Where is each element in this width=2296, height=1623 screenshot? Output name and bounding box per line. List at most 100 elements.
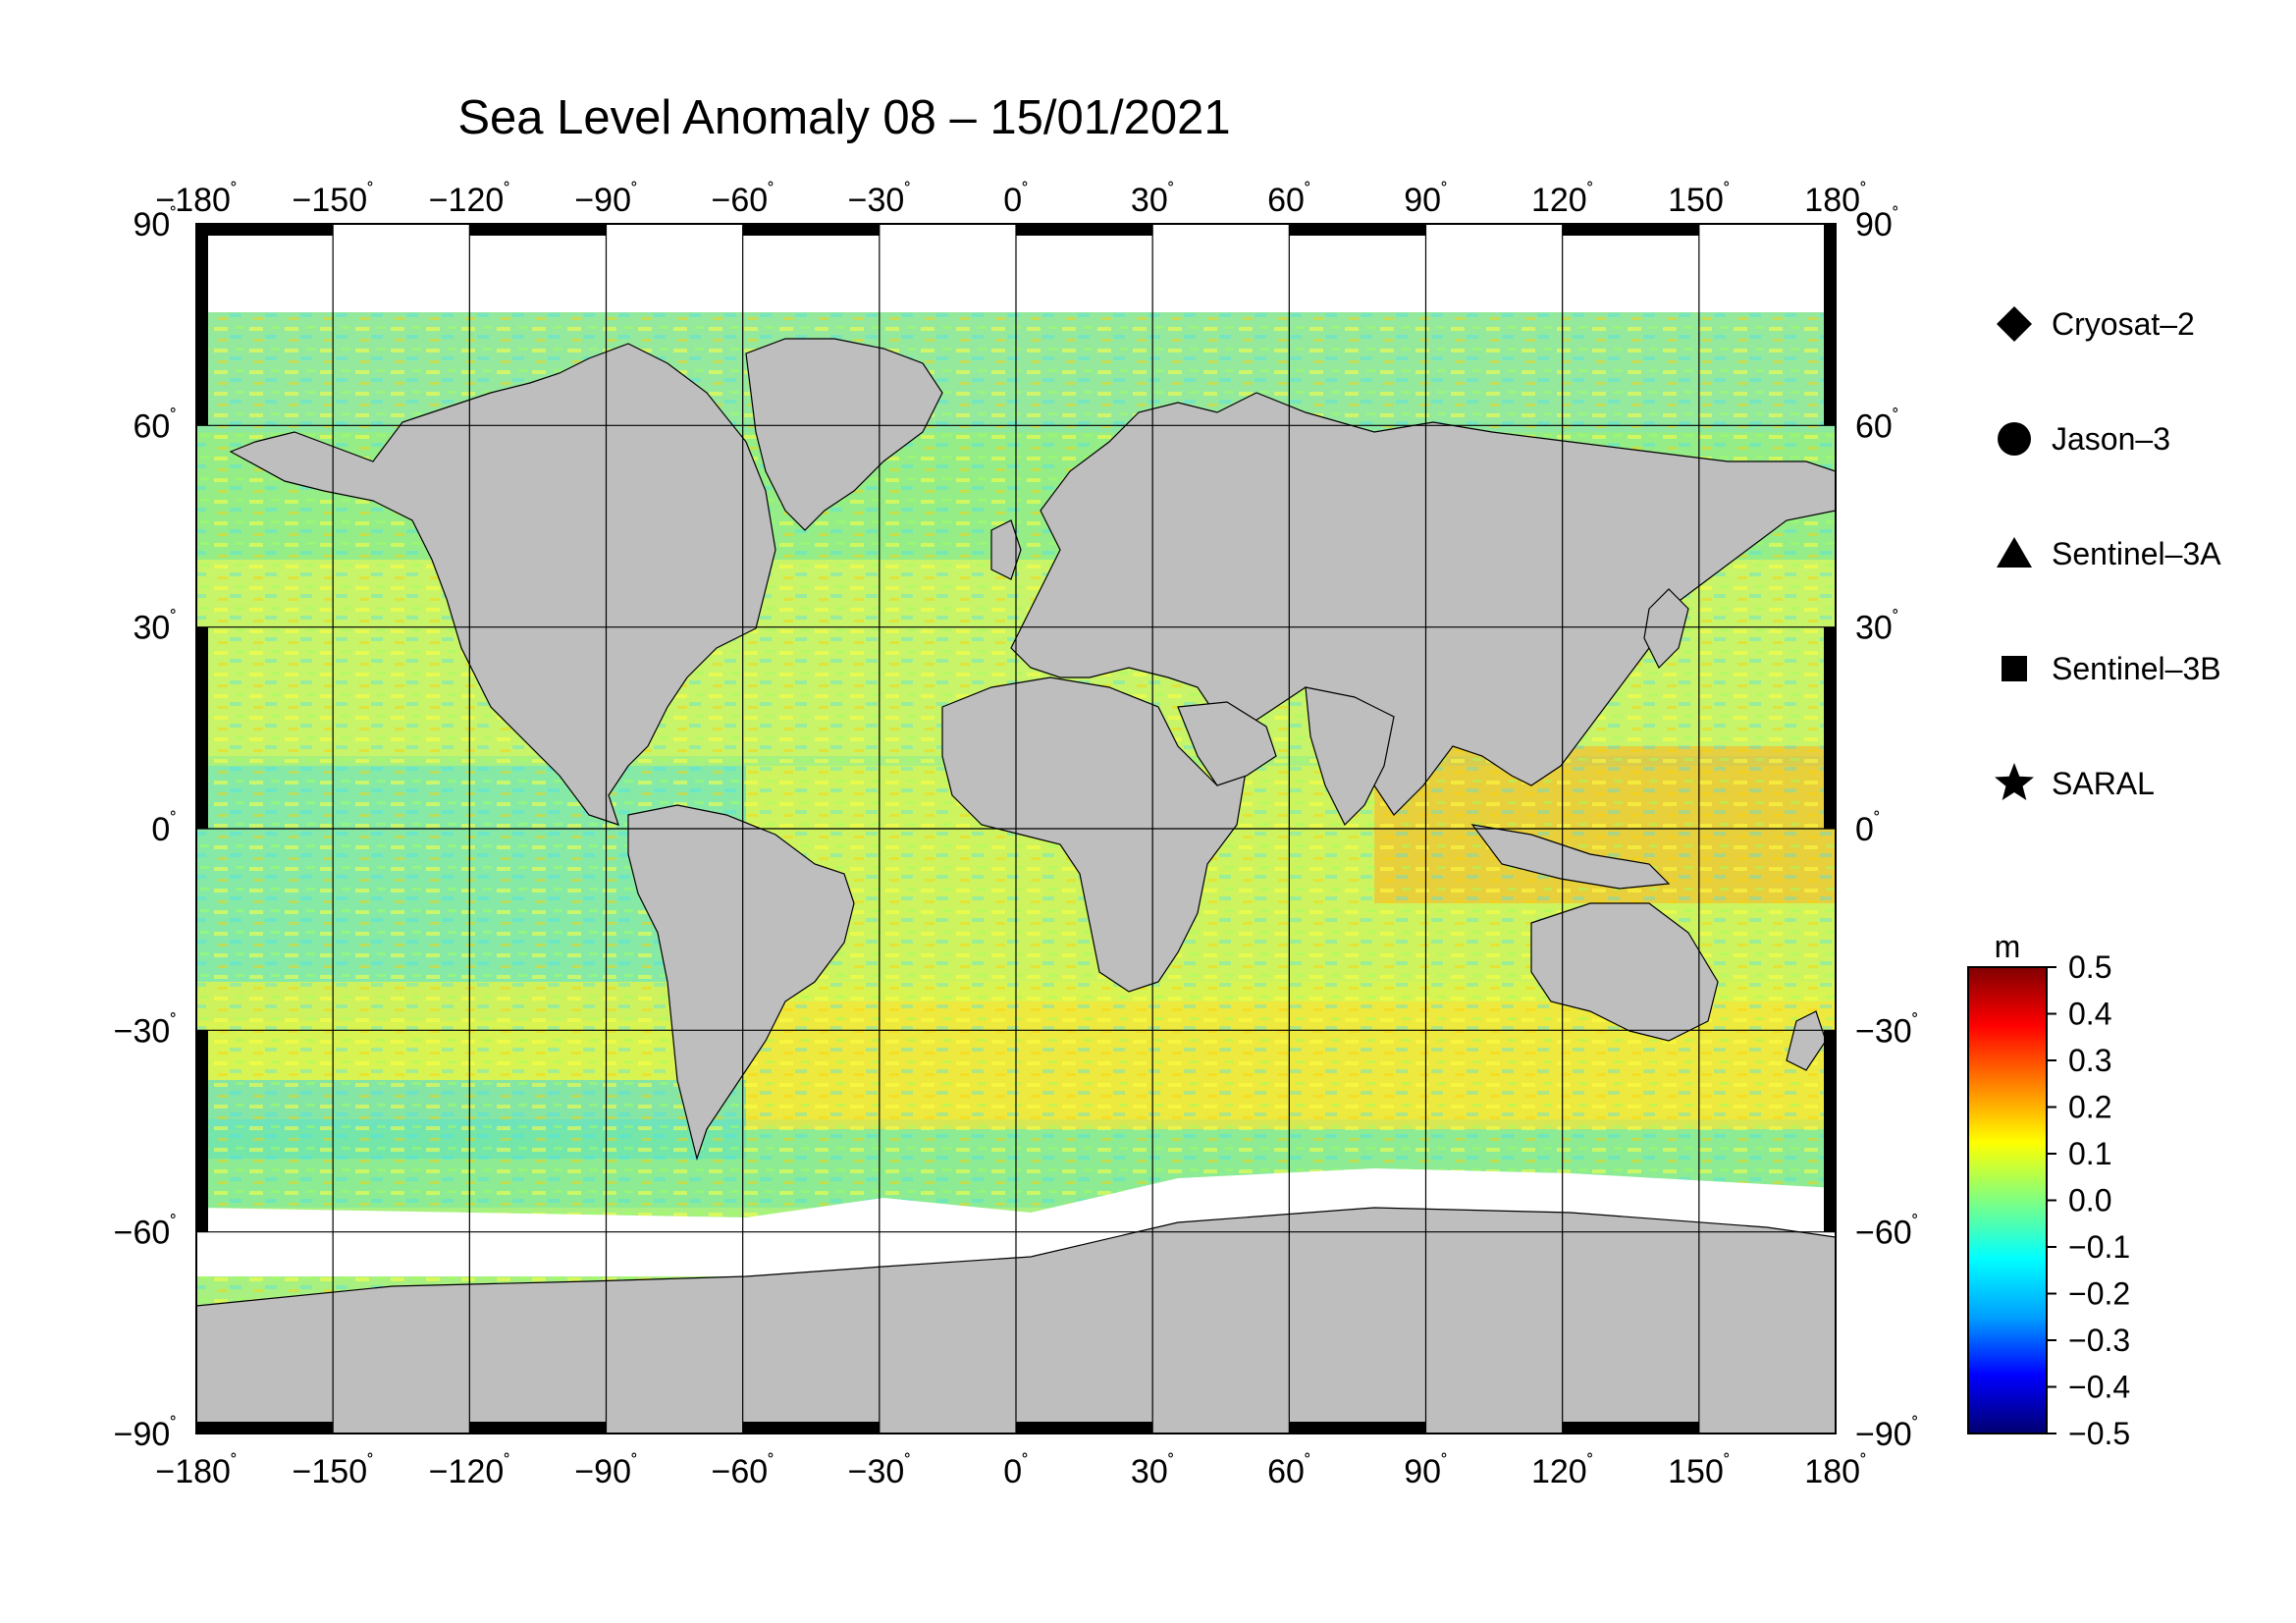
australia [1530,902,1719,1042]
legend-label: Sentinel–3A [2052,536,2221,571]
border-bar [742,1422,880,1434]
border-bar [742,224,880,236]
colorbar-tick-label: 0.0 [2068,1183,2111,1218]
triangle-icon [1997,537,2032,568]
latitude-tick-label: −60˚ [1855,1214,1918,1252]
latitude-tick-label: 0˚ [151,810,177,848]
north-america [229,343,776,826]
longitude-tick-label: −150˚ [293,181,374,219]
border-bar [1824,224,1836,426]
longitude-tick-label: 120˚ [1531,1452,1593,1490]
colorbar-tick-label: −0.1 [2068,1229,2130,1265]
border-bar [196,224,208,426]
latitude-tick-label: −30˚ [1855,1011,1918,1050]
colorbar-tick-label: −0.2 [2068,1276,2130,1312]
colorbar-gradient [1967,966,2048,1434]
arabia [1177,701,1277,786]
longitude-tick-label: −90˚ [574,1452,637,1490]
longitude-tick-label: 90˚ [1404,181,1448,219]
diamond-icon [1997,306,2032,342]
colorbar: m 0.5 0.4 0.3 0.2 0.1 0.0 −0.1 −0.2 −0.3 −0.4 −0.5 [1967,929,2130,1451]
longitude-tick-label: 90˚ [1404,1452,1448,1490]
legend-label: Jason–3 [2052,421,2170,457]
colorbar-tick-label: −0.5 [2068,1416,2130,1451]
longitude-tick-label: −120˚ [429,1452,510,1490]
colorbar-tick-label: 0.4 [2068,997,2111,1032]
circle-icon [1998,422,2031,456]
longitude-tick-label: −120˚ [429,181,510,219]
border-bar [1016,1422,1153,1434]
border-bar [1016,224,1153,236]
longitude-tick-label: 120˚ [1531,181,1593,219]
longitude-tick-label: 150˚ [1668,181,1730,219]
latitude-tick-label: 90˚ [133,205,178,243]
longitude-tick-label: 30˚ [1131,181,1175,219]
border-bar [1289,1422,1426,1434]
latitude-tick-label: 60˚ [1855,406,1899,445]
latitude-tick-label: 30˚ [1855,609,1899,647]
map-border-ticks [196,224,1836,1434]
colorbar-tick-label: −0.3 [2068,1323,2130,1358]
latitude-tick-label: −90˚ [1855,1415,1918,1453]
border-bar [196,1030,208,1232]
latitude-tick-label: 60˚ [133,406,178,445]
greenland [745,338,943,531]
longitude-tick-label: 60˚ [1267,181,1311,219]
border-bar [196,224,334,236]
japan [1643,588,1689,670]
indonesia [1470,824,1671,890]
longitude-tick-label: −90˚ [574,181,637,219]
latitude-tick-label: 90˚ [1855,205,1899,243]
legend-label: Sentinel–3B [2052,651,2221,686]
india [1305,686,1395,827]
longitude-tick-label: 0˚ [1003,1452,1029,1490]
border-bar [196,1422,334,1434]
latitude-labels-left: 90˚ 60˚ 30˚ 0˚ −30˚ −60˚ −90˚ [114,205,177,1453]
longitude-tick-label: −60˚ [711,181,774,219]
new-zealand [1786,1010,1827,1071]
colorbar-tick-label: 0.5 [2068,949,2111,985]
colorbar-tick-label: 0.1 [2068,1136,2111,1171]
square-icon [2002,656,2027,681]
latitude-tick-label: −30˚ [114,1011,177,1050]
colorbar-tick-label: 0.2 [2068,1090,2111,1125]
border-bar [1562,1422,1699,1434]
longitude-tick-label: −60˚ [711,1452,774,1490]
longitude-tick-label: 60˚ [1267,1452,1311,1490]
longitude-tick-label: 0˚ [1003,181,1029,219]
border-bar [1824,626,1836,829]
colorbar-tick-label: −0.4 [2068,1370,2130,1405]
colorbar-tick-label: 0.3 [2068,1043,2111,1078]
border-bar [1562,224,1699,236]
latitude-labels-right: 90˚ 60˚ 30˚ 0˚ −30˚ −60˚ −90˚ [1855,205,1918,1453]
map-area[interactable] [196,224,1836,1434]
longitude-tick-label: −30˚ [848,181,911,219]
longitude-tick-label: 180˚ [1804,181,1866,219]
latitude-tick-label: 30˚ [133,609,178,647]
graticule [196,224,1836,1434]
border-bar [469,224,607,236]
border-bar [1824,1030,1836,1232]
legend-label: SARAL [2052,766,2155,801]
africa [941,676,1248,993]
longitude-tick-label: −180˚ [155,181,237,219]
longitude-tick-label: −180˚ [155,1452,237,1490]
longitude-tick-label: 180˚ [1804,1452,1866,1490]
longitude-tick-label: −150˚ [293,1452,374,1490]
latitude-tick-label: 0˚ [1855,810,1881,848]
longitude-tick-label: 150˚ [1668,1452,1730,1490]
latitude-tick-label: −90˚ [114,1415,177,1453]
map-title: Sea Level Anomaly 08 – 15/01/2021 [457,91,1231,144]
border-bar [1289,224,1426,236]
longitude-labels-top: −180˚ −150˚ −120˚ −90˚ −60˚ −30˚ 0˚ 30˚ 60˚ 90˚ 12… [155,181,1866,219]
star-icon [1995,763,2034,800]
latitude-tick-label: −60˚ [114,1214,177,1252]
colorbar-unit: m [1995,929,2021,964]
longitude-labels-bottom: −180˚ −150˚ −120˚ −90˚ −60˚ −30˚ 0˚ 30˚ 60˚ 90˚ 12… [155,1452,1866,1490]
longitude-tick-label: −30˚ [848,1452,911,1490]
longitude-tick-label: 30˚ [1131,1452,1175,1490]
border-bar [469,1422,607,1434]
south-america [627,804,855,1162]
legend-label: Cryosat–2 [2052,306,2195,342]
